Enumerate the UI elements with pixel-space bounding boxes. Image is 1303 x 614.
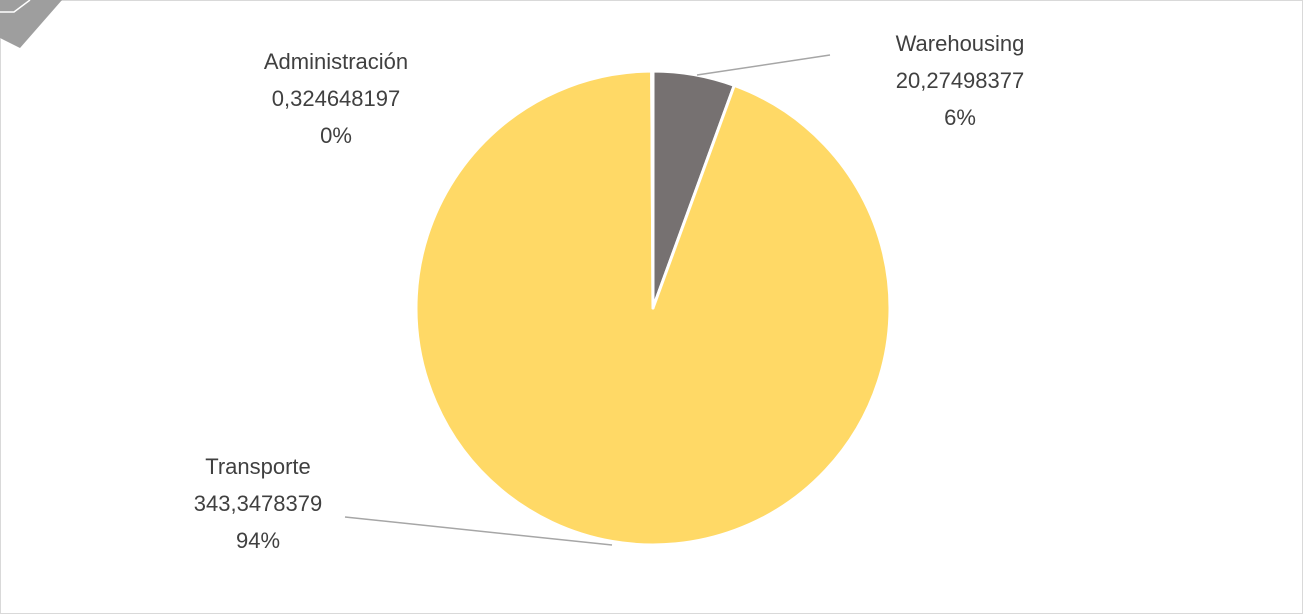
data-label-category: Warehousing — [896, 31, 1025, 56]
data-label-value: 0,324648197 — [272, 86, 400, 111]
pie-slice — [650, 69, 655, 310]
corner-decoration-line — [0, 0, 31, 13]
data-label-value: 20,27498377 — [896, 68, 1024, 93]
corner-decoration — [0, 0, 62, 48]
leader-line — [344, 516, 613, 546]
data-label-category: Administración — [264, 49, 408, 74]
data-label-value: 343,3478379 — [194, 491, 322, 516]
leader-line — [696, 54, 831, 76]
data-label-category: Transporte — [205, 454, 311, 479]
data-label-percent: 6% — [944, 105, 976, 130]
data-label-percent: 94% — [236, 528, 280, 553]
data-label-percent: 0% — [320, 123, 352, 148]
